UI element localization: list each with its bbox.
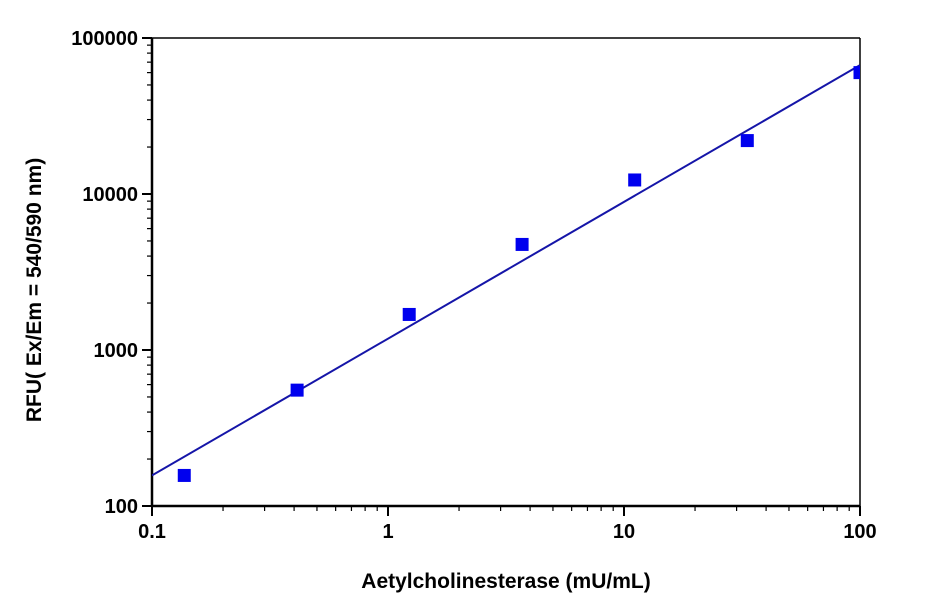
data-point xyxy=(290,383,304,397)
y-tick-label: 100000 xyxy=(71,28,138,50)
tick-labels: 0.1 1 10 100 100 1000 10000 100000 xyxy=(71,28,876,543)
y-tick-label: 10000 xyxy=(82,184,138,206)
axis-ticks xyxy=(142,37,861,516)
x-tick-label: 10 xyxy=(613,521,635,543)
x-tick-label: 100 xyxy=(843,521,876,543)
data-points xyxy=(177,66,860,482)
fit-line-group xyxy=(152,64,860,477)
x-tick-label: 1 xyxy=(382,521,393,543)
y-axis-title: RFU( Ex/Em = 540/590 nm) xyxy=(23,158,46,422)
data-point xyxy=(515,237,529,251)
data-point xyxy=(177,468,191,482)
data-point xyxy=(402,307,416,321)
plot-axes xyxy=(150,37,861,508)
fit-line xyxy=(152,64,860,477)
x-tick-label: 0.1 xyxy=(138,521,166,543)
y-tick-label: 1000 xyxy=(94,340,139,362)
x-axis-title: Aetylcholinesterase (mU/mL) xyxy=(361,570,650,593)
data-point xyxy=(740,134,754,148)
y-tick-label: 100 xyxy=(105,496,138,518)
data-point xyxy=(628,173,642,187)
data-point xyxy=(853,66,860,80)
